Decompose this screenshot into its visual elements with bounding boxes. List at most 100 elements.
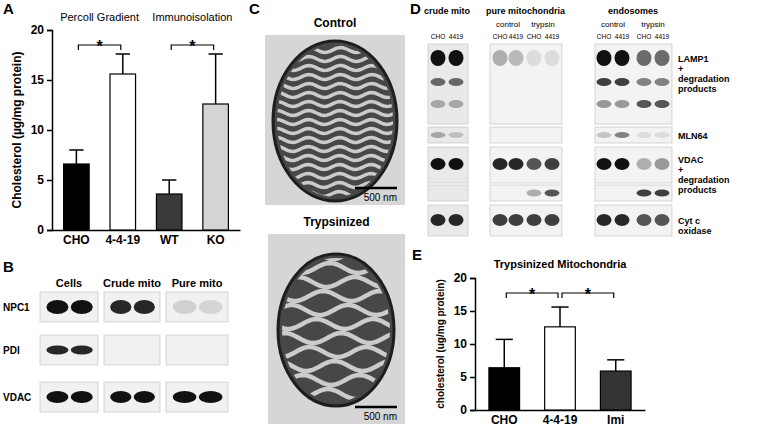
error-bar-cap [551,306,568,308]
subgroup-label: trypsin [641,20,665,29]
blot-band [615,214,630,226]
figure-root: 05101520CHO4-4-19WTKOCholesterol (µg/mg … [0,0,757,438]
blot-band [655,190,670,197]
blot-row-label: degradation [678,175,730,185]
error-bar-stem [215,54,217,104]
blot-band [527,190,542,197]
blot-strip [428,44,468,124]
error-bar-stem [168,180,170,194]
micrograph-background [265,35,405,205]
y-tick: 5 [37,173,52,187]
y-tick-label: 15 [31,73,45,87]
crista [273,57,396,62]
group-label: Percoll Gradient [60,11,139,23]
blot-band [449,132,464,138]
blot-band [545,158,560,170]
scale-bar [355,187,397,190]
blot-band [637,100,652,108]
bar [156,194,182,230]
error-bar-cap [116,53,130,55]
error-bar-cap [69,149,83,151]
blot-band [615,50,630,66]
blot-band [449,214,464,226]
x-tick: 4-4-19 [543,410,578,427]
error-bar [496,339,513,367]
y-tick-mark [47,80,52,82]
lane-label: 4419 [509,33,524,40]
blot-band [46,300,68,314]
blot-band [597,214,612,226]
y-tick-label: 5 [37,173,44,187]
blot-band [655,50,670,66]
x-tick-label: CHO [63,233,90,247]
y-tick-mark [470,278,475,280]
crista [278,305,392,315]
blot-row-label: MLN64 [678,131,708,141]
lane-label: 4419 [545,33,560,40]
blot-band [46,346,68,355]
subgroup-label: control [496,20,520,29]
lane-label: CHO [527,33,541,40]
panel-letter: D [410,0,421,17]
crista [278,263,392,273]
bar [110,74,136,230]
crista [273,120,396,125]
blot-band [545,214,560,226]
blot-strip [40,292,98,322]
x-tick-label: WT [160,233,179,247]
blot-band [449,100,464,108]
crista [278,291,392,301]
blot-band [597,50,612,66]
y-tick-mark [47,30,52,32]
blot-band [431,78,446,86]
error-bar-stem [504,339,506,367]
blot-b: CellsCrude mitoPure mitoNPC1PDIVDAC [3,277,228,412]
crista [273,93,396,98]
blot-band [637,50,652,66]
y-tick-label: 20 [31,23,45,37]
y-tick: 5 [460,370,475,384]
blot-band [637,214,652,226]
y-tick-label: 20 [454,271,468,285]
y-axis-title: Cholesterol (µg/mg protein) [10,52,24,209]
blot-column-label: Cells [56,277,82,289]
blot-strip [595,127,672,143]
crista [278,375,392,385]
crista [273,66,396,71]
blot-band [173,391,197,403]
blot-row-label: VDAC [678,155,704,165]
blot-band [615,78,630,86]
blot-row-label: products [678,84,717,94]
blot-column-label: Pure mito [172,277,223,289]
panel-letter: E [412,246,422,263]
blot-band [655,78,670,86]
crista [278,319,392,329]
x-tick-label: 4-4-19 [543,413,578,427]
x-tick: 4-4-19 [105,230,140,247]
y-tick-label: 10 [31,123,45,137]
error-bar-cap [208,53,222,55]
bar [64,164,90,230]
y-tick-label: 15 [454,304,468,318]
panel-letter: A [3,0,14,17]
group-label: endosomes [608,6,658,16]
blot-strip [595,44,672,124]
lane-label: CHO [493,33,507,40]
blot-band [431,158,446,170]
y-tick-mark [47,180,52,182]
cristae [278,249,392,399]
blot-band [637,78,652,86]
blot-band [597,158,612,170]
blot-row-label: + [678,165,683,175]
blot-band [637,132,652,138]
blot-band [493,50,508,66]
blot-band [71,346,93,355]
blot-band [509,50,524,66]
y-axis: 05101520 [454,271,476,417]
x-tick: WT [160,230,179,247]
scale-bar [355,406,397,409]
blot-strip [104,292,160,322]
crista [273,48,396,53]
blot-strip [490,205,562,236]
y-axis-line [47,31,53,231]
